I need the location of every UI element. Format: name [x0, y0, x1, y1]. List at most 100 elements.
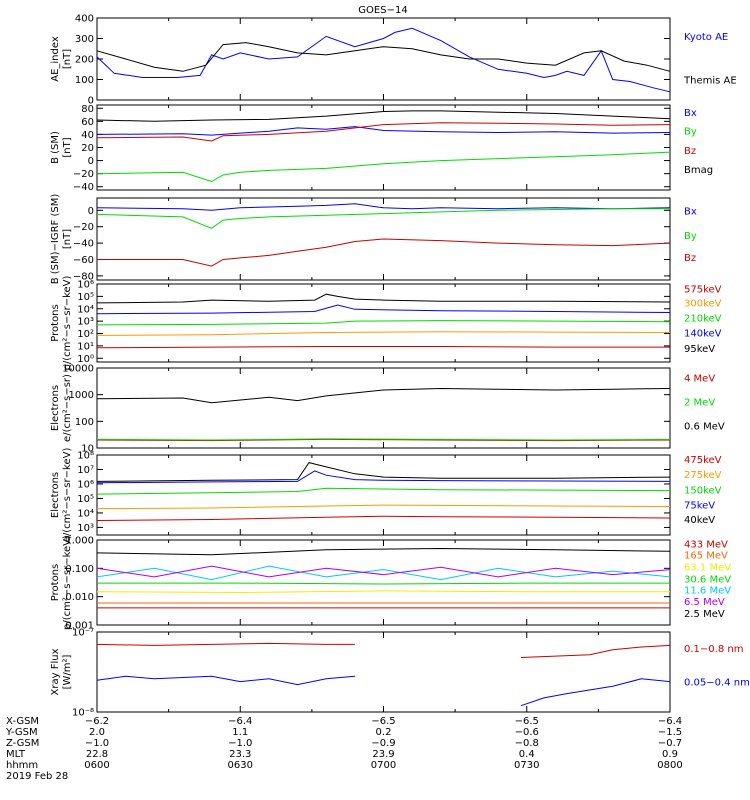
- legend-entry: 150keV: [684, 485, 722, 496]
- x-axis-value: 0730: [514, 760, 539, 771]
- panel-8: 10⁻⁸ 10⁻⁷ Xray Flux [W/m²] 0.1−0.8 nm 0.05−0.…: [50, 628, 750, 719]
- x-axis-value: 0.9: [662, 749, 678, 760]
- x-axis-value: −6.5: [371, 716, 395, 727]
- y-tick-label: 10⁻⁷: [72, 628, 94, 639]
- legend-entry: Bmag: [684, 165, 713, 176]
- y-tick-label: 0.100: [65, 564, 94, 575]
- x-axis-value: 0.2: [376, 727, 392, 738]
- y-tick-label: 10⁴: [77, 304, 94, 315]
- series-line: [520, 678, 671, 707]
- y-tick-label: 10³: [77, 523, 94, 534]
- legend-entry: 0.1−0.8 nm: [684, 644, 743, 655]
- panel-frame: [96, 367, 671, 449]
- series-line: [96, 122, 671, 142]
- x-axis-row-label: hhmm: [6, 760, 38, 771]
- legend-entry: 2 MeV: [684, 398, 715, 409]
- y-tick-label: 0.010: [65, 592, 94, 603]
- panel-frame: [96, 104, 671, 191]
- legend-entry: By: [684, 127, 697, 138]
- legend-entry: 30.6 MeV: [684, 574, 731, 585]
- y-axis-label: Xray Flux: [50, 648, 61, 695]
- y-tick-label: −60: [73, 255, 94, 266]
- series-line: [96, 151, 671, 183]
- y-tick-label: 10⁶: [77, 479, 94, 490]
- x-axis-value: −1.0: [85, 738, 109, 749]
- y-axis-label: Protons: [50, 304, 61, 341]
- y-tick-label: 100: [75, 417, 94, 428]
- x-axis-row-label: Z-GSM: [6, 738, 39, 749]
- y-tick-label: −20: [73, 169, 94, 180]
- y-axis-unit: p/(cm²−s−sr−keV): [62, 275, 73, 370]
- panel-1: 0 100 200 300 400 AE_index [nT] Kyoto AE Themis …: [50, 14, 737, 107]
- panel-frame: [96, 539, 671, 626]
- legend-entry: 210keV: [684, 314, 722, 325]
- x-axis-value: 0600: [84, 760, 109, 771]
- x-axis-value: −6.5: [515, 716, 539, 727]
- series-line: [96, 642, 355, 646]
- x-axis-value: 23.3: [229, 749, 251, 760]
- legend-entry: 0.6 MeV: [684, 422, 725, 433]
- series-line: [97, 582, 670, 585]
- y-axis-unit: [W/m²]: [62, 654, 73, 689]
- x-axis-value: 23.9: [372, 749, 394, 760]
- series-line: [96, 331, 671, 336]
- legend-entry: 95keV: [684, 344, 715, 355]
- series-line: [96, 515, 671, 521]
- y-axis-label: Electrons: [50, 472, 61, 518]
- series-line: [96, 42, 671, 72]
- y-tick-label: −40: [73, 239, 94, 250]
- series-line: [96, 293, 671, 304]
- y-tick-label: 80: [81, 104, 94, 115]
- y-tick-label: 100: [75, 75, 94, 86]
- panel-3: −80 −60 −40 −20 0 B (SM)−IGRF (SM) [nT] Bx By Bz: [50, 194, 697, 285]
- x-axis-value: 0630: [228, 760, 253, 771]
- y-tick-label: −80: [73, 271, 94, 282]
- x-axis-value: 0700: [371, 760, 396, 771]
- series-line: [96, 462, 671, 482]
- y-tick-label: −20: [73, 222, 94, 233]
- panel-frame: [96, 283, 671, 363]
- y-tick-label: 400: [75, 14, 94, 25]
- series-line: [96, 304, 671, 315]
- y-tick-label: 200: [75, 55, 94, 66]
- y-axis-unit: [nT]: [62, 229, 73, 249]
- y-tick-label: 0: [88, 96, 94, 107]
- y-tick-label: 10: [81, 444, 94, 455]
- y-tick-label: −40: [73, 182, 94, 193]
- y-tick-label: 300: [75, 34, 94, 45]
- y-tick-label: 0: [88, 156, 94, 167]
- y-tick-label: 10³: [77, 317, 94, 328]
- x-axis-value: −6.2: [85, 716, 109, 727]
- x-axis-value: 22.8: [86, 749, 108, 760]
- legend-entry: 433 MeV: [684, 539, 728, 550]
- series-line: [96, 547, 671, 556]
- series-line: [96, 208, 670, 229]
- x-axis-value: 0800: [657, 760, 682, 771]
- y-tick-label: 10⁻⁸: [72, 708, 94, 719]
- y-tick-label: 1.000: [65, 536, 94, 547]
- y-tick-label: 10⁴: [77, 508, 94, 519]
- y-tick-label: 10⁶: [77, 280, 94, 291]
- legend-entry: 6.5 MeV: [684, 597, 725, 608]
- series-line: [96, 27, 671, 93]
- series-line: [96, 320, 671, 326]
- y-tick-label: 10⁵: [77, 292, 94, 303]
- x-axis-row-label: MLT: [6, 749, 26, 760]
- panel-frame: [96, 454, 671, 536]
- series-line: [96, 110, 671, 122]
- series-line: [97, 238, 671, 267]
- legend-entry: 2.5 MeV: [684, 609, 725, 620]
- series-line: [96, 203, 671, 211]
- y-axis-unit: e/(cm²−s−sr): [62, 374, 73, 442]
- series-line: [96, 346, 670, 349]
- legend-entry: 63.1 MeV: [684, 562, 731, 573]
- legend-entry: 75keV: [684, 501, 715, 512]
- legend-entry: 40keV: [684, 515, 715, 526]
- legend-entry: 140keV: [684, 328, 722, 339]
- panel-frame: [96, 631, 671, 713]
- legend-entry: 275keV: [684, 470, 722, 481]
- legend-entry: By: [684, 231, 697, 242]
